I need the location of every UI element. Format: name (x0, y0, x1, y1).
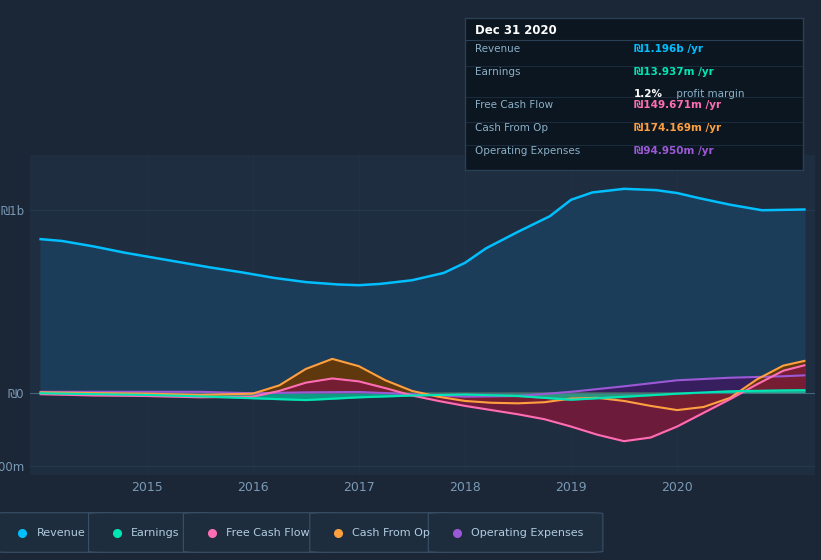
Text: Dec 31 2020: Dec 31 2020 (475, 24, 557, 37)
Text: ₪174.169m /yr: ₪174.169m /yr (634, 123, 721, 133)
Text: 1.2%: 1.2% (634, 88, 663, 99)
FancyBboxPatch shape (429, 513, 603, 552)
Text: Earnings: Earnings (475, 67, 521, 77)
FancyBboxPatch shape (183, 513, 334, 552)
Text: Revenue: Revenue (475, 44, 521, 54)
Text: Cash From Op: Cash From Op (475, 123, 548, 133)
Text: Operating Expenses: Operating Expenses (471, 528, 583, 538)
FancyBboxPatch shape (0, 513, 113, 552)
Text: Operating Expenses: Operating Expenses (475, 146, 580, 156)
Text: Free Cash Flow: Free Cash Flow (226, 528, 310, 538)
Text: profit margin: profit margin (673, 88, 745, 99)
Text: Revenue: Revenue (36, 528, 85, 538)
Text: ₪149.671m /yr: ₪149.671m /yr (634, 100, 721, 110)
Text: Earnings: Earnings (131, 528, 180, 538)
Text: ₪94.950m /yr: ₪94.950m /yr (634, 146, 713, 156)
FancyBboxPatch shape (89, 513, 208, 552)
Text: Cash From Op: Cash From Op (352, 528, 430, 538)
Text: ₪13.937m /yr: ₪13.937m /yr (634, 67, 713, 77)
Text: Free Cash Flow: Free Cash Flow (475, 100, 553, 110)
Text: ₪1.196b /yr: ₪1.196b /yr (634, 44, 703, 54)
FancyBboxPatch shape (310, 513, 452, 552)
